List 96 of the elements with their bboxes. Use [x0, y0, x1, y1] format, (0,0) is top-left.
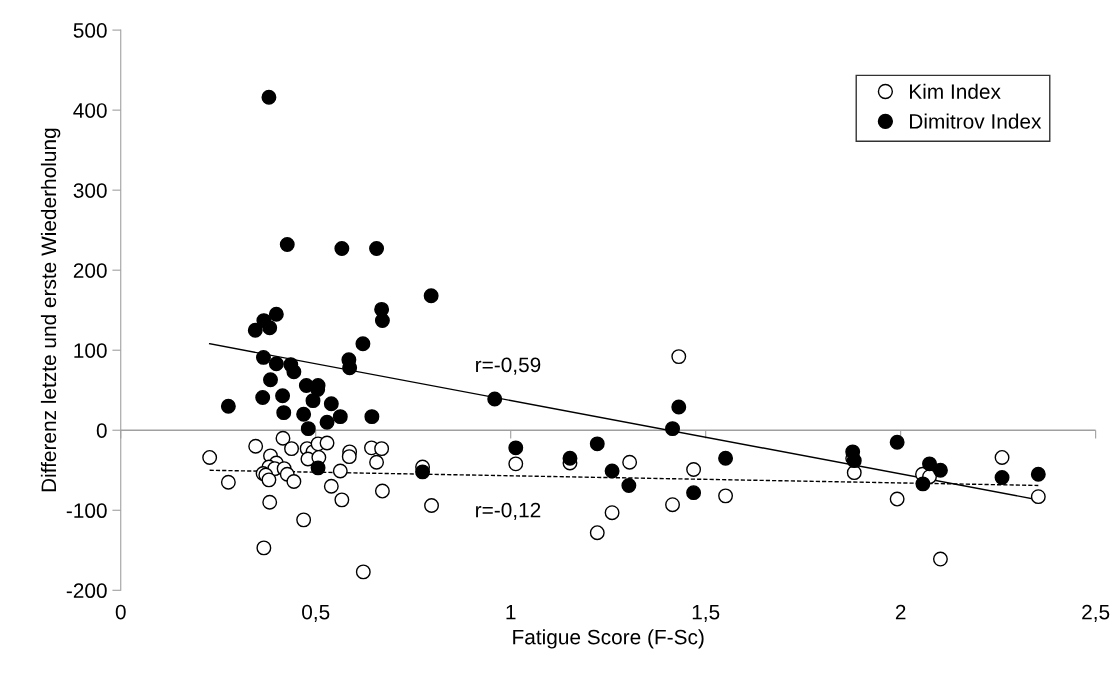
point [319, 414, 335, 430]
point [268, 356, 284, 372]
point [589, 525, 605, 541]
point [1030, 466, 1046, 482]
point [589, 436, 605, 452]
x-tick-label: 1 [506, 604, 516, 620]
point [262, 494, 278, 510]
point [364, 409, 380, 425]
point [718, 450, 734, 466]
point [262, 320, 278, 336]
point [334, 241, 350, 257]
x-axis-title: Fatigue Score (F-Sc) [513, 629, 704, 649]
legend-label: Kim Index [910, 83, 1001, 99]
point [1030, 489, 1046, 505]
point [256, 349, 271, 365]
point [622, 454, 638, 470]
y-tick-label: -200 [66, 583, 107, 599]
point [263, 372, 278, 388]
point [220, 398, 236, 414]
point [423, 288, 439, 304]
x-tick-label: 0 [115, 604, 126, 620]
point [932, 551, 948, 567]
point [846, 465, 862, 481]
point [247, 322, 263, 338]
point [604, 505, 620, 521]
y-tick-label: 500 [73, 23, 107, 38]
point [424, 497, 440, 513]
point [286, 473, 302, 489]
point [261, 89, 277, 105]
point [686, 485, 702, 501]
x-tick-label: 0,5 [302, 604, 330, 622]
point [686, 461, 702, 477]
point [275, 388, 291, 404]
point [369, 454, 385, 470]
point [255, 389, 271, 405]
point [994, 449, 1010, 465]
y-tick-label: 0 [96, 423, 107, 438]
point [374, 483, 390, 499]
point [202, 449, 218, 465]
point [415, 464, 431, 480]
point [248, 438, 264, 454]
point [915, 476, 931, 492]
point [671, 349, 687, 365]
point [487, 391, 503, 407]
point [374, 441, 390, 457]
legend-label: Dimitrov Index [910, 113, 1042, 129]
point [355, 336, 371, 352]
x-tick-label: 2,5 [1082, 604, 1110, 622]
annotation: r=-0,12 [476, 502, 541, 520]
point [665, 497, 680, 513]
y-tick-label: 300 [73, 183, 107, 198]
point [369, 241, 385, 257]
point [604, 463, 620, 479]
point [279, 237, 295, 253]
point [889, 491, 905, 507]
point [296, 406, 312, 422]
y-tick-label: -100 [66, 503, 107, 519]
point [334, 492, 350, 508]
point [562, 450, 578, 466]
point [665, 421, 680, 437]
point [718, 488, 734, 504]
point [220, 474, 236, 490]
point [276, 405, 292, 421]
point [300, 421, 316, 437]
point [341, 449, 357, 465]
y-tick-label: 100 [74, 343, 107, 358]
point [310, 460, 326, 476]
point [332, 409, 348, 425]
y-tick-label: 400 [73, 103, 107, 118]
point [621, 477, 637, 493]
point [922, 456, 937, 472]
point [323, 396, 339, 412]
point [332, 463, 348, 479]
point [994, 469, 1010, 485]
point [256, 540, 272, 556]
point [508, 440, 524, 456]
point [508, 456, 524, 472]
point [671, 399, 687, 415]
point [268, 306, 284, 322]
point [374, 313, 390, 329]
point [932, 462, 948, 478]
y-axis-title: Differenz letzte und erste Wiederholung [40, 128, 61, 492]
annotation: r=-0,59 [476, 357, 541, 375]
point [889, 434, 905, 450]
point [296, 512, 312, 528]
point [284, 441, 300, 457]
point [305, 393, 321, 409]
point [323, 478, 339, 494]
point [261, 472, 277, 488]
point [355, 564, 371, 580]
x-tick-label: 1,5 [692, 604, 720, 622]
y-tick-label: 200 [73, 263, 107, 278]
point [319, 435, 335, 451]
point [286, 364, 302, 380]
point [275, 430, 291, 446]
x-tick-label: 2 [895, 604, 906, 620]
